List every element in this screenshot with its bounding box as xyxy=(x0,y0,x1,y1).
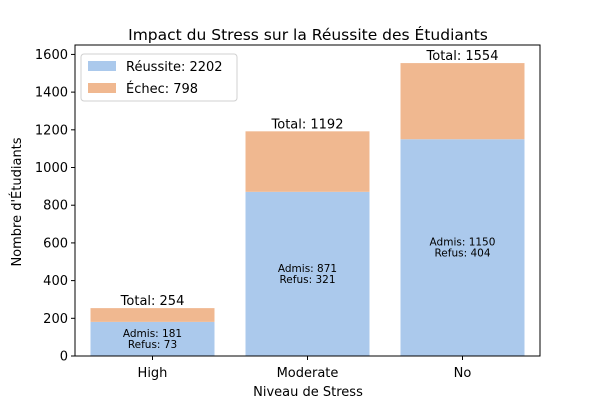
refus-label-moderate: Refus: 321 xyxy=(279,274,335,286)
legend-label-echec: Échec: 798 xyxy=(126,81,198,97)
bars-layer xyxy=(90,63,525,356)
x-tick-label-moderate: Moderate xyxy=(277,366,339,381)
x-tick-label-no: No xyxy=(454,366,472,381)
y-tick-label-1000: 1000 xyxy=(35,161,68,176)
y-tick-label-0: 0 xyxy=(60,350,68,365)
bar-echec-moderate xyxy=(245,131,370,192)
legend: Réussite: 2202 Échec: 798 xyxy=(80,53,238,102)
legend-label-reussite: Réussite: 2202 xyxy=(126,60,223,75)
y-tick-label-800: 800 xyxy=(43,199,68,214)
y-tick-label-200: 200 xyxy=(43,312,68,327)
total-label-no: Total: 1554 xyxy=(426,49,499,64)
admis-label-high: Admis: 181 xyxy=(123,328,182,340)
bar-reussite-high xyxy=(90,321,215,356)
legend-frame xyxy=(80,53,238,102)
admis-label-no: Admis: 1150 xyxy=(430,237,496,249)
y-ticks: 0 200 400 600 800 1000 1200 1400 1600 xyxy=(35,48,75,365)
x-tick-label-high: High xyxy=(138,366,168,381)
bar-echec-no xyxy=(400,63,525,140)
y-tick-label-1400: 1400 xyxy=(35,86,68,101)
bar-echec-high xyxy=(90,308,215,322)
bar-reussite-no xyxy=(400,139,525,356)
admis-label-moderate: Admis: 871 xyxy=(278,263,337,275)
refus-label-high: Refus: 73 xyxy=(128,339,177,351)
y-tick-label-1600: 1600 xyxy=(35,48,68,63)
legend-swatch-echec xyxy=(88,83,116,93)
refus-label-no: Refus: 404 xyxy=(434,248,490,260)
y-tick-label-600: 600 xyxy=(43,236,68,251)
y-tick-label-1200: 1200 xyxy=(35,123,68,138)
total-label-high: Total: 254 xyxy=(120,294,185,309)
total-labels: Total: 254 Total: 1192 Total: 1554 xyxy=(120,49,499,309)
chart-title: Impact du Stress sur la Réussite des Étu… xyxy=(128,25,488,44)
total-label-moderate: Total: 1192 xyxy=(271,117,344,132)
x-axis-label: Niveau de Stress xyxy=(253,385,363,400)
x-ticks: High Moderate No xyxy=(138,356,472,381)
legend-swatch-reussite xyxy=(88,61,116,71)
y-axis-label: Nombre d'Étudiants xyxy=(9,137,25,266)
y-tick-label-400: 400 xyxy=(43,274,68,289)
bar-reussite-moderate xyxy=(245,191,370,356)
